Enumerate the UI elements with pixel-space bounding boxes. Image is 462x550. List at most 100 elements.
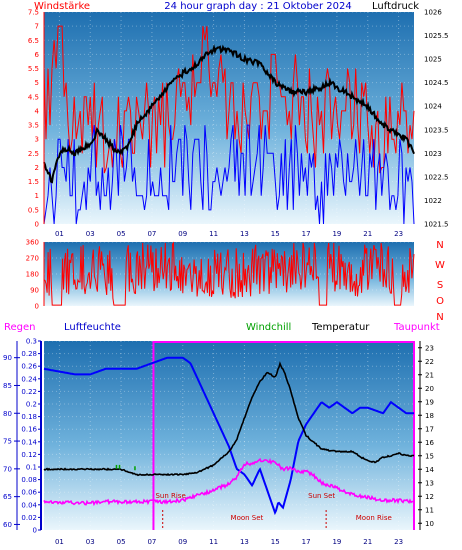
pressure-tick: 1023.5 — [424, 126, 449, 134]
temp-tick: 21 — [425, 371, 434, 379]
time-tick: 05 — [117, 538, 126, 546]
direction-tick: 360 — [26, 239, 39, 247]
pressure-tick: 1025 — [424, 56, 442, 64]
legend-luftfeuchte: Luftfeuchte — [64, 322, 121, 333]
temp-tick: 13 — [425, 479, 434, 487]
temp-tick: 15 — [425, 452, 434, 460]
compass-letter: N — [436, 240, 443, 251]
rain-tick: 0.14 — [21, 438, 37, 446]
wind-tick: 6.5 — [28, 37, 39, 45]
rain-tick: 0.08 — [21, 476, 37, 484]
legend-regen: Regen — [4, 322, 36, 333]
wind-tick: 6 — [35, 51, 40, 59]
temp-tick: 20 — [425, 385, 434, 393]
direction-tick: 90 — [30, 287, 39, 295]
sun-rise-label: Sun Rise — [155, 492, 185, 500]
compass-letter: O — [436, 296, 444, 307]
temperature-series — [43, 361, 415, 477]
rain-tick: 0.18 — [21, 413, 37, 421]
time-tick: 23 — [394, 230, 403, 238]
pressure-tick: 1024 — [424, 103, 442, 111]
panel-humidity-temp-grid — [44, 340, 414, 531]
wind-gust-series — [43, 25, 415, 174]
pressure-tick: 1022.5 — [424, 173, 449, 181]
temp-tick: 14 — [425, 466, 434, 474]
temp-tick: 23 — [425, 344, 434, 352]
time-tick: 13 — [240, 230, 249, 238]
rain-tick: 0.12 — [21, 451, 37, 459]
humidity-tick: 70 — [3, 465, 12, 473]
wind-tick: 4 — [35, 107, 40, 115]
humidity-tick: 85 — [3, 382, 12, 390]
rain-tick: 0.1 — [26, 464, 37, 472]
rain-tick: 0.02 — [21, 514, 37, 522]
pressure-axis-title: Luftdruck — [372, 1, 419, 12]
time-tick: 21 — [363, 230, 372, 238]
time-tick: 17 — [302, 538, 311, 546]
temp-tick: 10 — [425, 520, 434, 528]
time-tick: 17 — [302, 230, 311, 238]
temp-tick: 18 — [425, 412, 434, 420]
wind-tick: 2 — [35, 164, 39, 172]
pressure-tick: 1023 — [424, 150, 442, 158]
time-tick: 19 — [332, 230, 341, 238]
wind-tick: 7 — [35, 23, 39, 31]
sun-moon-annotations: Sun Rise Sun Set Moon Set Moon Rise — [155, 492, 392, 528]
wind-avg-series — [43, 124, 415, 225]
time-tick: 11 — [209, 230, 218, 238]
humidity-tick: 65 — [3, 493, 12, 501]
time-tick: 01 — [55, 230, 64, 238]
rain-tick: 0.2 — [26, 401, 37, 409]
direction-tick: 180 — [26, 271, 39, 279]
time-tick: 13 — [240, 538, 249, 546]
wind-direction-series — [43, 241, 415, 306]
pressure-tick: 1021.5 — [424, 221, 449, 229]
time-axis-ticks-1: 01 03 05 07 09 11 13 15 17 19 21 23 — [55, 230, 403, 238]
time-tick: 01 — [55, 538, 64, 546]
direction-tick: 0 — [35, 303, 39, 311]
panel-humidity-temp-bg — [44, 341, 414, 530]
temp-tick: 19 — [425, 398, 434, 406]
humidity-tick: 60 — [3, 521, 12, 529]
wind-tick: 1.5 — [28, 178, 39, 186]
pressure-tick: 1024.5 — [424, 79, 449, 87]
rain-tick: 0.04 — [21, 501, 37, 509]
time-tick: 19 — [332, 538, 341, 546]
time-tick: 03 — [86, 538, 95, 546]
legend-temperatur: Temperatur — [311, 322, 370, 333]
wind-axis-title: Windstärke — [34, 1, 90, 12]
panel-humidity-temp-axes: 60 65 70 75 80 85 90 0 0.02 0.04 0.06 0.08 0.1 0.12 0.… — [3, 338, 434, 535]
wind-tick: 3 — [35, 136, 39, 144]
time-tick: 07 — [147, 230, 156, 238]
compass-letter: N — [436, 312, 443, 323]
legend-taupunkt: Taupunkt — [393, 322, 440, 333]
panel-humidity-temp-series — [43, 341, 415, 530]
rain-tick: 0 — [33, 527, 37, 535]
direction-tick: 270 — [26, 255, 39, 263]
dewpoint-series — [43, 457, 415, 507]
wind-tick: 5 — [35, 79, 39, 87]
wind-tick: 3.5 — [28, 122, 39, 130]
humidity-series — [43, 356, 414, 516]
time-tick: 15 — [271, 230, 280, 238]
temp-tick: 17 — [425, 425, 434, 433]
humidity-tick: 75 — [3, 438, 12, 446]
legend-windchill: Windchill — [246, 322, 291, 333]
time-tick: 07 — [147, 538, 156, 546]
pressure-series — [43, 44, 415, 184]
panel-wind-pressure-bg — [44, 12, 414, 224]
wind-tick: 4.5 — [28, 93, 39, 101]
rain-tick: 0.3 — [26, 338, 37, 346]
compass-letter: W — [435, 260, 445, 271]
temp-tick: 11 — [425, 506, 434, 514]
time-axis-ticks-3: 01 03 05 07 09 11 13 15 17 19 21 23 — [55, 538, 403, 546]
sun-set-label: Sun Set — [308, 492, 335, 500]
wind-tick: 7.5 — [28, 9, 39, 17]
wind-tick: 0 — [35, 221, 39, 229]
wind-tick: 1 — [35, 192, 39, 200]
time-tick: 15 — [271, 538, 280, 546]
humidity-tick: 80 — [3, 410, 12, 418]
rain-tick: 0.16 — [21, 426, 37, 434]
